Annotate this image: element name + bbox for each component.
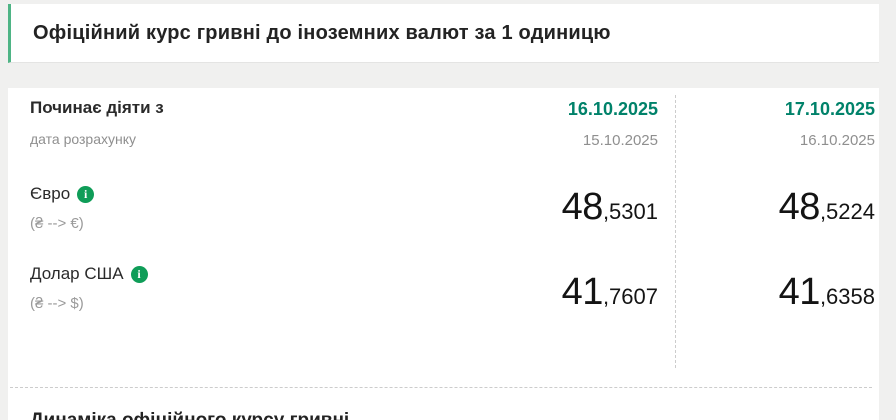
next-section-heading: Динаміка офіційного курсу гривні <box>30 410 349 420</box>
effective-date-1: 16.10.2025 <box>567 99 658 119</box>
rate-usd-col2: 41,6358 <box>675 271 875 314</box>
currency-pair-usd: (₴ --> $) <box>30 295 84 312</box>
rate-int: 48 <box>561 186 604 228</box>
calc-date-1: 15.10.2025 <box>582 132 658 149</box>
row-euro-label: Євро i (₴ --> €) <box>30 184 95 232</box>
date-column-2: 17.10.2025 16.10.2025 <box>675 99 875 149</box>
effective-date-label: Починає діяти з <box>30 98 164 117</box>
rate-int: 41 <box>561 271 604 313</box>
currency-name-euro: Євро <box>30 184 71 203</box>
calc-date-2: 16.10.2025 <box>799 132 875 149</box>
page-title: Офіційний курс гривні до іноземних валют… <box>33 21 611 44</box>
currency-name-usd: Долар США <box>30 264 124 283</box>
rate-frac: ,6358 <box>819 284 875 309</box>
rate-euro-col2: 48,5224 <box>675 186 875 229</box>
rate-frac: ,7607 <box>602 284 658 309</box>
date-column-1: 16.10.2025 15.10.2025 <box>458 99 658 149</box>
currency-pair-euro: (₴ --> €) <box>30 215 84 232</box>
info-icon[interactable]: i <box>130 265 148 283</box>
row-usd-label: Долар США i (₴ --> $) <box>30 264 148 312</box>
rate-int: 48 <box>778 186 821 228</box>
rate-int: 41 <box>778 271 821 313</box>
rate-frac: ,5224 <box>819 199 875 224</box>
rate-usd-col1: 41,7607 <box>458 271 658 314</box>
info-icon[interactable]: i <box>77 185 95 203</box>
rate-euro-col1: 48,5301 <box>458 186 658 229</box>
calc-date-label: дата розрахунку <box>30 131 136 147</box>
rates-table-card: Починає діяти з дата розрахунку 16.10.20… <box>8 88 879 420</box>
section-divider <box>10 387 872 388</box>
rate-frac: ,5301 <box>602 199 658 224</box>
table-header-left: Починає діяти з дата розрахунку <box>30 98 164 147</box>
widget-title-card: Офіційний курс гривні до іноземних валют… <box>8 4 879 63</box>
effective-date-2: 17.10.2025 <box>784 99 875 119</box>
column-divider <box>675 95 676 368</box>
